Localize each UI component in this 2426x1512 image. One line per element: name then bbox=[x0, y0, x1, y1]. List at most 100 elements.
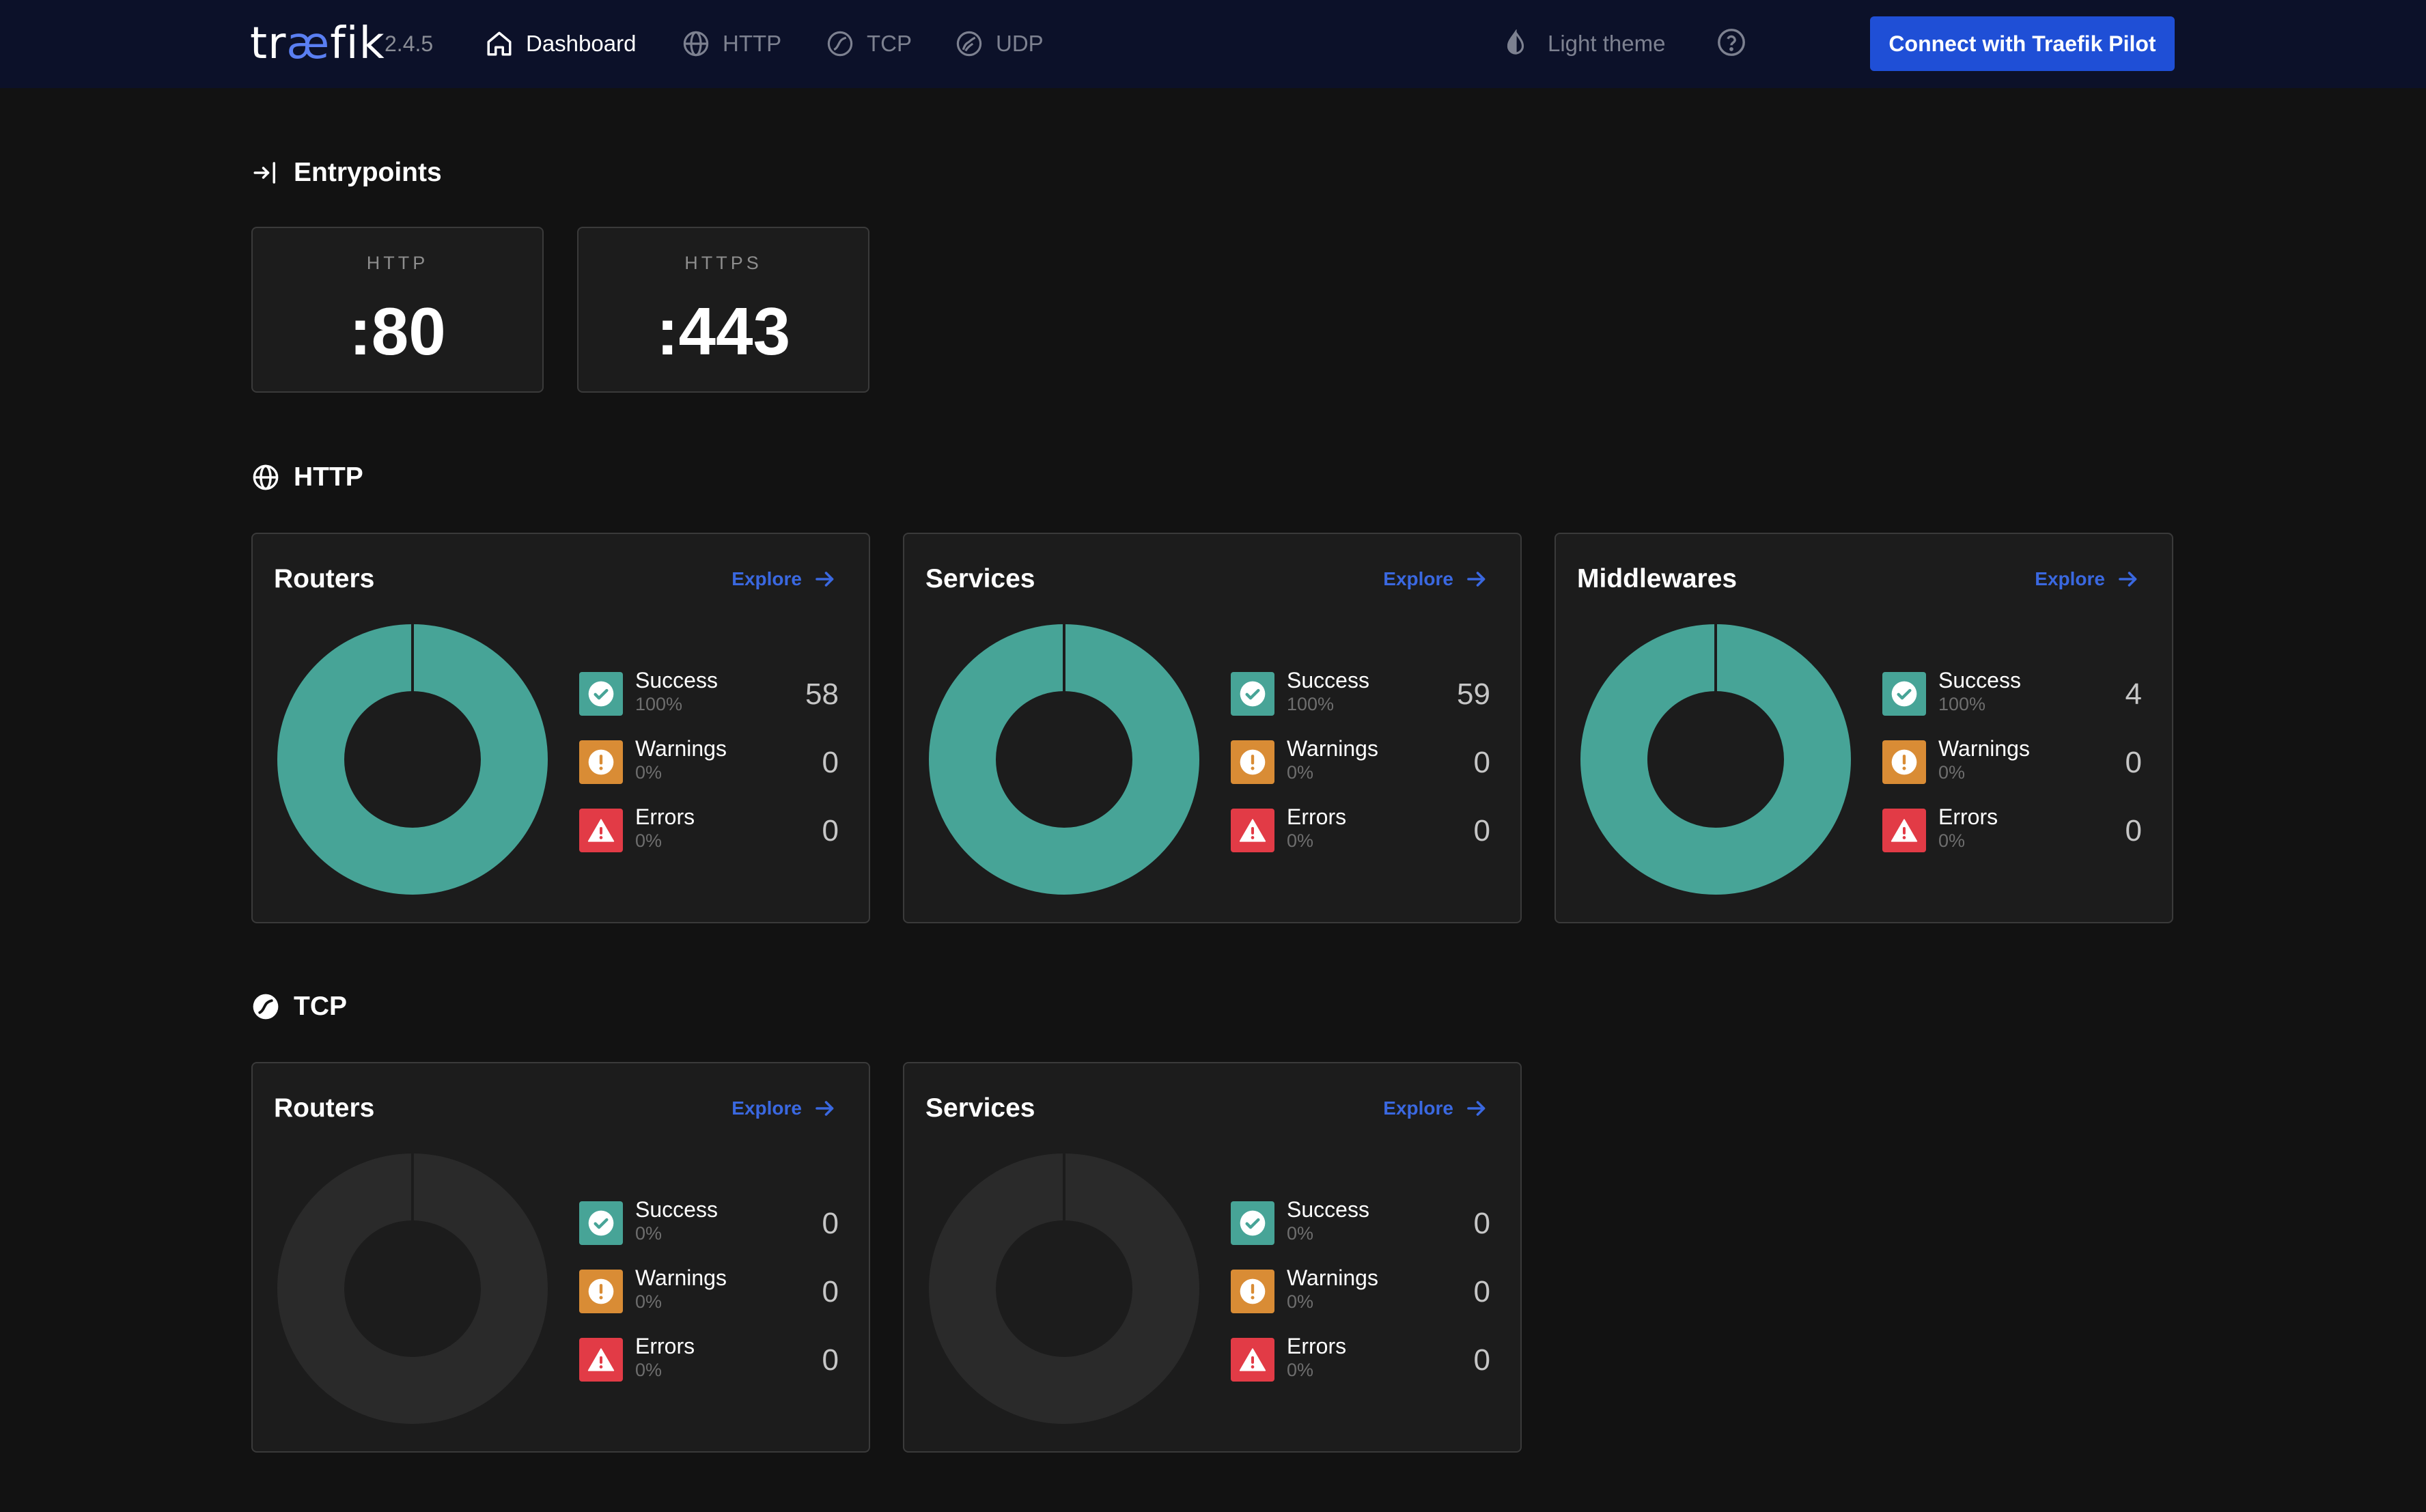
success-label: Success bbox=[1287, 1197, 1369, 1222]
success-percent: 0% bbox=[1287, 1223, 1314, 1244]
errors-percent: 0% bbox=[1938, 830, 1966, 851]
nav-udp[interactable]: UDP bbox=[955, 25, 1044, 63]
arrow-right-icon bbox=[815, 572, 834, 587]
theme-toggle[interactable]: Light theme bbox=[1501, 25, 1665, 63]
legend-warnings: Warnings 0% 0 bbox=[1231, 1265, 1490, 1313]
warnings-count: 0 bbox=[1473, 746, 1490, 779]
legend-success: Success 100% 4 bbox=[1882, 668, 2142, 716]
explore-label: Explore bbox=[1383, 568, 1453, 589]
tcp-icon bbox=[253, 994, 279, 1020]
nav-tcp-label: TCP bbox=[867, 31, 912, 56]
warnings-count: 0 bbox=[1473, 1275, 1490, 1308]
exclamation-circle-icon bbox=[1240, 749, 1266, 775]
success-badge bbox=[1231, 1201, 1274, 1245]
error-badge bbox=[1882, 809, 1926, 852]
success-percent: 0% bbox=[635, 1223, 663, 1244]
error-badge bbox=[1231, 809, 1274, 852]
warnings-percent: 0% bbox=[635, 1291, 663, 1312]
errors-label: Errors bbox=[635, 1334, 695, 1358]
legend-warnings: Warnings 0% 0 bbox=[1231, 736, 1490, 784]
legend-errors: Errors 0% 0 bbox=[579, 804, 839, 852]
success-percent: 100% bbox=[1287, 694, 1335, 714]
exclamation-circle-icon bbox=[1240, 1278, 1266, 1304]
http-routers-card: Routers Explore Success 100% 58 Warnings… bbox=[251, 533, 870, 923]
legend-success: Success 0% 0 bbox=[1231, 1197, 1490, 1245]
errors-count: 0 bbox=[822, 814, 839, 848]
legend-warnings: Warnings 0% 0 bbox=[1882, 736, 2142, 784]
nav-tcp[interactable]: TCP bbox=[826, 25, 912, 63]
http-section-title: HTTP bbox=[294, 462, 363, 492]
nav-dashboard-label: Dashboard bbox=[526, 31, 637, 56]
arrow-right-icon bbox=[1467, 572, 1486, 587]
tcp-icon bbox=[827, 31, 853, 57]
connect-pilot-button[interactable]: Connect with Traefik Pilot bbox=[1870, 16, 2175, 71]
warning-badge bbox=[1882, 740, 1926, 784]
warnings-percent: 0% bbox=[635, 762, 663, 783]
warnings-percent: 0% bbox=[1287, 762, 1314, 783]
card-title: Routers bbox=[274, 1093, 375, 1123]
errors-percent: 0% bbox=[1287, 1360, 1314, 1380]
warnings-label: Warnings bbox=[1938, 736, 2030, 761]
explore-label: Explore bbox=[2035, 568, 2105, 589]
status-donut-chart bbox=[929, 624, 1199, 895]
explore-link[interactable]: Explore bbox=[2035, 567, 2141, 591]
errors-count: 0 bbox=[1473, 814, 1490, 848]
error-badge bbox=[579, 1338, 623, 1382]
theme-drop-icon bbox=[1507, 29, 1524, 55]
arrow-right-icon bbox=[1467, 1101, 1486, 1116]
success-count: 0 bbox=[1473, 1207, 1490, 1240]
warning-badge bbox=[1231, 1270, 1274, 1313]
errors-label: Errors bbox=[1287, 1334, 1347, 1358]
version-label: 2.4.5 bbox=[385, 31, 434, 56]
success-count: 58 bbox=[805, 677, 839, 711]
card-title: Services bbox=[925, 564, 1035, 593]
logo-text-ae: æ bbox=[286, 18, 331, 69]
globe-icon bbox=[683, 31, 709, 57]
explore-link[interactable]: Explore bbox=[1383, 1096, 1489, 1121]
explore-label: Explore bbox=[731, 568, 802, 589]
theme-toggle-label: Light theme bbox=[1548, 31, 1666, 56]
warnings-count: 0 bbox=[822, 1275, 839, 1308]
warning-triangle-icon bbox=[1891, 819, 1918, 842]
success-label: Success bbox=[635, 668, 718, 692]
legend-success: Success 100% 58 bbox=[579, 668, 839, 716]
check-circle-icon bbox=[1240, 1210, 1266, 1236]
warnings-count: 0 bbox=[822, 746, 839, 779]
help-icon[interactable] bbox=[1716, 27, 1747, 58]
check-circle-icon bbox=[1240, 681, 1266, 707]
warning-triangle-icon bbox=[587, 1348, 615, 1371]
error-badge bbox=[579, 809, 623, 852]
entrypoint-card-https: HTTPS :443 bbox=[577, 227, 869, 393]
success-count: 59 bbox=[1457, 677, 1490, 711]
success-count: 4 bbox=[2125, 677, 2142, 711]
entrypoint-card-http: HTTP :80 bbox=[251, 227, 544, 393]
status-donut-chart bbox=[277, 1153, 548, 1424]
legend-warnings: Warnings 0% 0 bbox=[579, 736, 839, 784]
status-donut-chart bbox=[277, 624, 548, 895]
check-circle-icon bbox=[588, 681, 614, 707]
nav-dashboard[interactable]: Dashboard bbox=[485, 25, 636, 63]
exclamation-circle-icon bbox=[588, 749, 614, 775]
nav-http-label: HTTP bbox=[723, 31, 782, 56]
explore-link[interactable]: Explore bbox=[731, 567, 837, 591]
status-donut-chart bbox=[929, 1153, 1199, 1424]
success-label: Success bbox=[1287, 668, 1369, 692]
success-percent: 100% bbox=[1938, 694, 1986, 714]
warnings-label: Warnings bbox=[1287, 736, 1378, 761]
warnings-label: Warnings bbox=[635, 736, 727, 761]
errors-percent: 0% bbox=[1287, 830, 1314, 851]
explore-label: Explore bbox=[731, 1097, 802, 1119]
card-title: Services bbox=[925, 1093, 1035, 1123]
nav-udp-label: UDP bbox=[996, 31, 1044, 56]
explore-link[interactable]: Explore bbox=[1383, 567, 1489, 591]
legend-warnings: Warnings 0% 0 bbox=[579, 1265, 839, 1313]
warning-badge bbox=[1231, 740, 1274, 784]
explore-link[interactable]: Explore bbox=[731, 1096, 837, 1121]
legend-errors: Errors 0% 0 bbox=[1231, 1334, 1490, 1382]
traefik-logo[interactable]: træfik bbox=[250, 18, 385, 70]
top-navbar: træfik 2.4.5 Dashboard HTTP TCP UDP Ligh… bbox=[0, 0, 2426, 88]
warnings-label: Warnings bbox=[1287, 1265, 1378, 1290]
success-badge bbox=[1231, 672, 1274, 716]
nav-http[interactable]: HTTP bbox=[682, 25, 781, 63]
warnings-label: Warnings bbox=[635, 1265, 727, 1290]
